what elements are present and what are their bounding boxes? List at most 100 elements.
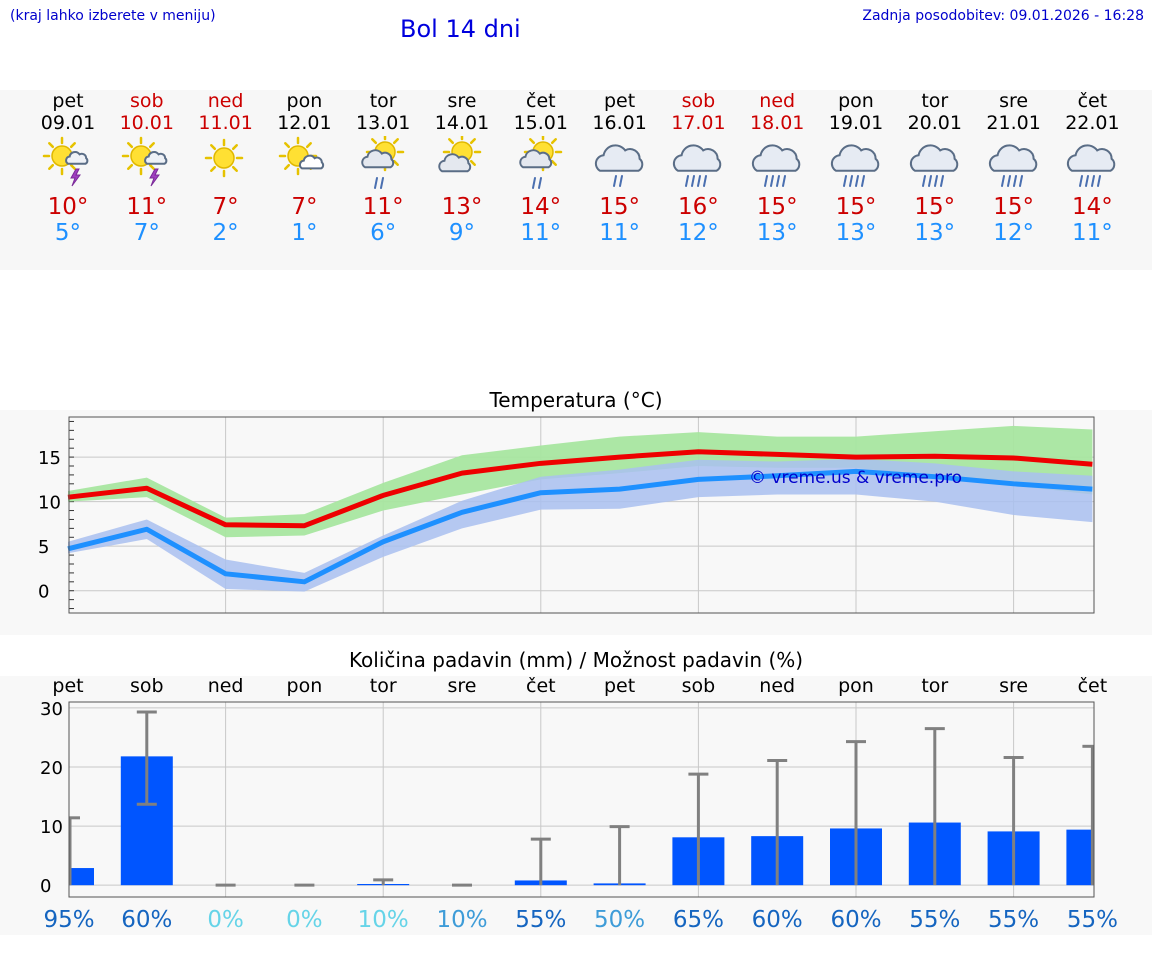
day-name: čet	[1047, 90, 1137, 112]
temp-min: 6°	[338, 220, 428, 246]
day-forecast: pet 09.01 10° 5°	[23, 90, 113, 246]
sun-small-cloud-icon	[276, 136, 332, 192]
temp-max: 15°	[890, 194, 980, 220]
temp-max: 15°	[732, 194, 822, 220]
precipitation-chart-title: Količina padavin (mm) / Možnost padavin …	[0, 648, 1152, 672]
precip-probability: 60%	[752, 907, 803, 933]
x-category-label: ned	[759, 675, 795, 697]
temp-min: 12°	[653, 220, 743, 246]
temp-min: 7°	[102, 220, 192, 246]
day-name: pon	[259, 90, 349, 112]
day-forecast: pet 16.01 15° 11°	[575, 90, 665, 246]
temp-min: 13°	[811, 220, 901, 246]
y-tick-label: 5	[38, 537, 49, 558]
x-category-label: čet	[1078, 675, 1108, 697]
day-date: 10.01	[102, 112, 192, 134]
x-category-label: ned	[208, 675, 244, 697]
y-tick-label: 30	[40, 699, 63, 720]
temp-min: 2°	[181, 220, 271, 246]
day-date: 09.01	[23, 112, 113, 134]
temp-max: 11°	[338, 194, 428, 220]
temp-min: 11°	[575, 220, 665, 246]
day-name: sob	[102, 90, 192, 112]
day-name: pet	[23, 90, 113, 112]
precip-probability: 55%	[515, 907, 566, 933]
y-tick-label: 20	[40, 758, 63, 779]
day-forecast: čet 22.01 14° 11°	[1047, 90, 1137, 246]
temperature-chart-title: Temperatura (°C)	[0, 388, 1152, 412]
precip-probability: 60%	[121, 907, 172, 933]
watermark: © vreme.us & vreme.pro	[749, 468, 962, 488]
day-date: 19.01	[811, 112, 901, 134]
day-forecast: pon 19.01 15° 13°	[811, 90, 901, 246]
day-name: ned	[181, 90, 271, 112]
temp-min: 13°	[890, 220, 980, 246]
precipitation-chart: pet sob ned pon tor sre čet pet sob ned pon tor sre č…	[0, 675, 1152, 937]
precip-probability: 60%	[830, 907, 881, 933]
page-title: Bol 14 dni	[400, 15, 521, 43]
x-category-label: pon	[838, 675, 874, 697]
daily-forecast: pet 09.01 10° 5° sob 10.01 11° 7° ned 11.01 7° 2° po…	[0, 90, 1152, 270]
day-name: sob	[653, 90, 743, 112]
temp-max: 13°	[417, 194, 507, 220]
day-name: tor	[890, 90, 980, 112]
cloud-heavy-rain-icon	[670, 136, 726, 192]
last-updated: Zadnja posodobitev: 09.01.2026 - 16:28	[862, 8, 1144, 24]
x-category-label: čet	[526, 675, 556, 697]
temp-max: 11°	[102, 194, 192, 220]
sun-thunder-icon	[119, 136, 175, 192]
temp-max: 15°	[575, 194, 665, 220]
precip-probability: 55%	[909, 907, 960, 933]
temp-min: 13°	[732, 220, 822, 246]
temp-max: 14°	[496, 194, 586, 220]
temp-min: 5°	[23, 220, 113, 246]
sun-icon	[198, 136, 254, 192]
y-tick-label: 10	[40, 817, 63, 838]
cloud-heavy-rain-icon	[828, 136, 884, 192]
precip-probability: 10%	[436, 907, 487, 933]
x-category-label: pon	[287, 675, 323, 697]
x-category-label: tor	[921, 675, 948, 697]
precip-probability: 50%	[594, 907, 645, 933]
day-date: 18.01	[732, 112, 822, 134]
day-date: 15.01	[496, 112, 586, 134]
day-name: sre	[417, 90, 507, 112]
x-category-label: pet	[52, 675, 83, 697]
temp-min: 11°	[1047, 220, 1137, 246]
day-date: 17.01	[653, 112, 743, 134]
cloud-rain-icon	[592, 136, 648, 192]
sun-cloud-icon	[434, 136, 490, 192]
day-forecast: tor 20.01 15° 13°	[890, 90, 980, 246]
day-date: 14.01	[417, 112, 507, 134]
precip-probability: 55%	[988, 907, 1039, 933]
precip-probability: 0%	[286, 907, 323, 933]
temp-min: 9°	[417, 220, 507, 246]
sun-thunder-icon	[40, 136, 96, 192]
day-forecast: pon 12.01 7° 1°	[259, 90, 349, 246]
precip-bar	[1066, 830, 1094, 886]
y-tick-label: 0	[38, 582, 49, 603]
precip-probability: 10%	[358, 907, 409, 933]
temp-max: 7°	[181, 194, 271, 220]
x-category-label: sob	[682, 675, 716, 697]
day-forecast: tor 13.01 11° 6°	[338, 90, 428, 246]
day-date: 12.01	[259, 112, 349, 134]
day-date: 20.01	[890, 112, 980, 134]
day-forecast: ned 11.01 7° 2°	[181, 90, 271, 246]
temp-min: 12°	[969, 220, 1059, 246]
day-name: tor	[338, 90, 428, 112]
day-name: čet	[496, 90, 586, 112]
temperature-chart: 0 5 10 15 © vreme.us & vreme.pro	[0, 410, 1152, 630]
temp-max: 15°	[811, 194, 901, 220]
day-date: 16.01	[575, 112, 665, 134]
day-name: pon	[811, 90, 901, 112]
x-category-label: tor	[370, 675, 397, 697]
y-tick-label: 10	[38, 493, 61, 514]
day-forecast: sre 21.01 15° 12°	[969, 90, 1059, 246]
precip-probability: 55%	[1067, 907, 1118, 933]
day-date: 13.01	[338, 112, 428, 134]
temp-max: 14°	[1047, 194, 1137, 220]
day-date: 21.01	[969, 112, 1059, 134]
temp-max: 15°	[969, 194, 1059, 220]
temp-max: 10°	[23, 194, 113, 220]
